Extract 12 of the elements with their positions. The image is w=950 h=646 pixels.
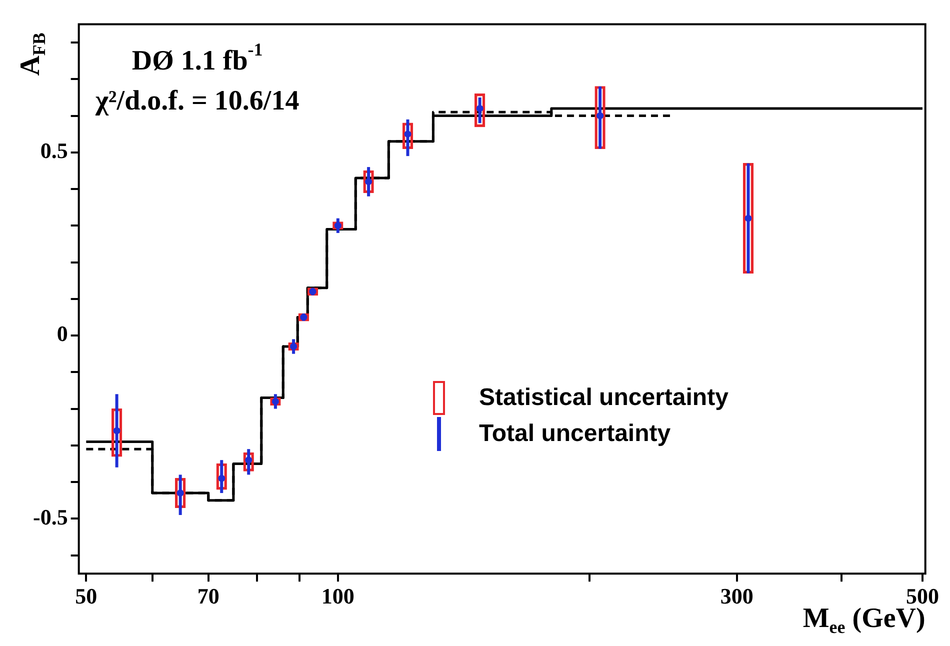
y-tick-label: -0.5	[33, 504, 68, 530]
x-tick-label: 70	[197, 583, 220, 608]
y-tick-label: 0.5	[40, 138, 68, 164]
annotation: χ²/d.o.f. = 10.6/14	[94, 85, 300, 116]
x-tick-label: 300	[720, 583, 754, 608]
y-axis-title: AFB	[15, 32, 50, 76]
legend-label: Total uncertainty	[479, 420, 671, 448]
y-tick-label: 0	[56, 321, 68, 346]
x-tick-label: 50	[75, 583, 98, 608]
x-tick-label: 100	[321, 583, 354, 608]
x-tick-label: 500	[906, 583, 939, 608]
legend-label: Statistical uncertainty	[479, 384, 728, 412]
